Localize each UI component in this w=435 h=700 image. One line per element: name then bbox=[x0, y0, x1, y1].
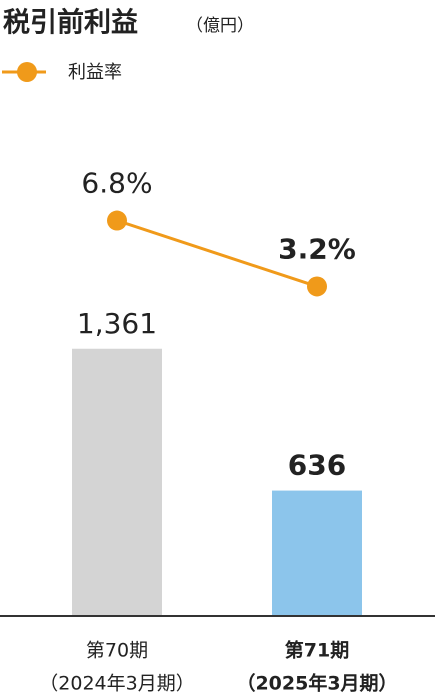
legend-marker bbox=[17, 62, 37, 82]
chart-title: 税引前利益 bbox=[3, 7, 138, 39]
line-point bbox=[307, 276, 327, 297]
x-tick-label: 第70期 bbox=[86, 640, 148, 662]
legend-label: 利益率 bbox=[68, 62, 122, 83]
line-point bbox=[107, 210, 127, 231]
unit-label: （億円） bbox=[186, 16, 254, 36]
line bbox=[116, 219, 318, 288]
line-value-label: 6.8% bbox=[81, 167, 152, 200]
bar bbox=[272, 490, 362, 615]
x-tick-label: （2024年3月期） bbox=[39, 673, 194, 695]
x-tick-label: 第71期 bbox=[285, 639, 349, 662]
line-value-label: 3.2% bbox=[278, 232, 356, 265]
bar bbox=[72, 348, 162, 615]
x-tick-label: （2025年3月期） bbox=[236, 672, 397, 695]
bar-value-label: 636 bbox=[288, 449, 346, 482]
bar-value-label: 1,361 bbox=[77, 307, 157, 340]
